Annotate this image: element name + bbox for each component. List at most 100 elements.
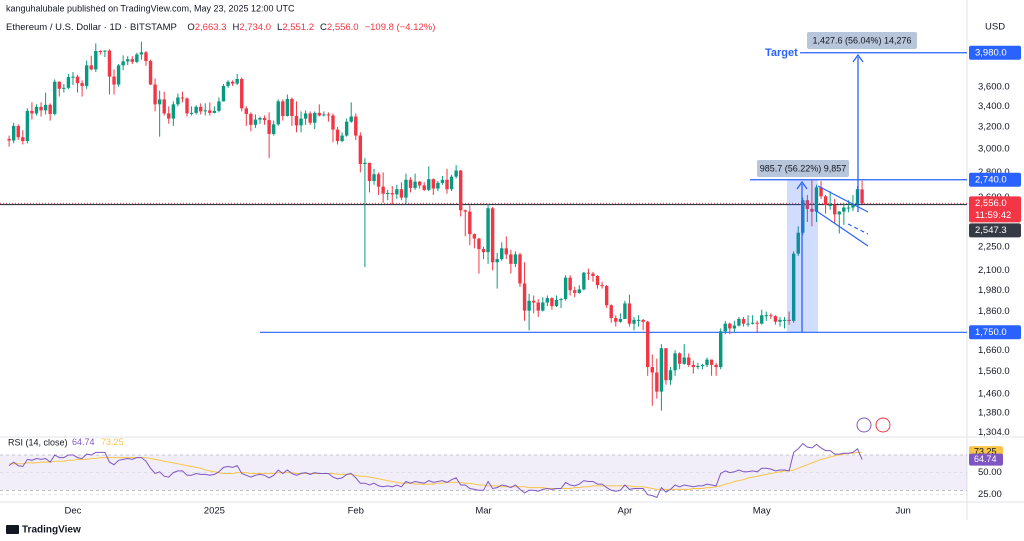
y-tick-label: 3,600.0 — [978, 81, 1010, 92]
price-label: 2,556.0 — [975, 198, 1007, 209]
candle-body — [819, 187, 823, 197]
candle-body — [504, 248, 509, 255]
candle-body — [641, 319, 645, 322]
candle-body — [57, 81, 61, 89]
candle-body — [531, 300, 536, 303]
candle-body — [399, 189, 404, 198]
candle-body — [609, 305, 613, 319]
ohlc-key: H — [232, 22, 239, 33]
candle-body — [381, 186, 385, 194]
footer: TradingView — [6, 525, 81, 536]
candle-body — [303, 113, 308, 119]
drawings: 985.7 (56.22%) 9,857 1,427.6 (56.04%) 14… — [757, 32, 917, 433]
candle-body — [600, 285, 604, 287]
y-tick-label: 1,460.0 — [978, 388, 1010, 399]
candle-body — [445, 179, 449, 190]
candle-body — [636, 319, 641, 321]
candle-body — [217, 101, 221, 111]
candle-body — [148, 60, 153, 85]
rsi-tick-label: 25.00 — [978, 489, 1002, 500]
candle-body — [440, 179, 445, 183]
candle-body — [573, 290, 577, 293]
measure-label: 985.7 (56.22%) 9,857 — [760, 163, 847, 173]
candle-body — [495, 259, 499, 263]
candle-body — [664, 348, 668, 381]
candle-body — [646, 321, 650, 368]
candle-body — [139, 52, 144, 55]
candle-body — [860, 189, 864, 204]
arrow-head — [796, 180, 808, 190]
candle-body — [833, 204, 837, 215]
candle-body — [404, 179, 408, 198]
candle-body — [112, 76, 116, 85]
candle-body — [513, 254, 518, 264]
candle-body — [121, 61, 125, 66]
candle-body — [805, 200, 810, 209]
flag-upper — [817, 185, 869, 213]
candle-body — [673, 353, 677, 371]
candle-body — [262, 118, 267, 121]
candle-body — [176, 97, 180, 105]
symbol: Ethereum / U.S. Dollar · 1D · BITSTAMP — [6, 22, 177, 33]
candle-body — [668, 370, 673, 381]
candle-body — [782, 319, 787, 321]
candle-body — [189, 112, 194, 114]
candle-body — [335, 129, 340, 142]
candle-body — [363, 162, 367, 164]
candle-body — [94, 51, 98, 70]
candle-body — [130, 59, 134, 62]
candle-body — [417, 181, 422, 186]
candle-body — [390, 193, 394, 195]
candle-body — [258, 118, 262, 120]
x-tick-label: Mar — [475, 506, 491, 517]
candle-body — [490, 208, 495, 263]
candle-body — [253, 119, 258, 125]
candle-body — [604, 286, 609, 306]
ohlc-value: 2,734.0 — [239, 22, 271, 33]
symbol-line: Ethereum / U.S. Dollar · 1D · BITSTAMP O… — [6, 22, 435, 33]
candle-body — [422, 185, 426, 190]
y-tick-label: 1,980.0 — [978, 285, 1010, 296]
candle-body — [21, 137, 25, 142]
y-tick-label: 3,200.0 — [978, 121, 1010, 132]
y-tick-label: 1,860.0 — [978, 306, 1010, 317]
rsi-value-box — [969, 453, 1003, 466]
x-tick-label: May — [753, 506, 771, 517]
candle-body — [468, 211, 472, 235]
candle-body — [194, 106, 198, 113]
candle-body — [198, 106, 203, 112]
candle-body — [267, 120, 271, 134]
candle-body — [34, 106, 39, 114]
candle-body — [700, 364, 705, 366]
event-icon[interactable] — [875, 417, 891, 433]
candle-body — [386, 193, 390, 195]
target-label: Target — [765, 47, 798, 59]
rsi-value: 64.74 — [72, 437, 95, 447]
event-icon[interactable] — [856, 417, 872, 433]
candle-body — [376, 174, 381, 187]
ohlc-value: 2,556.0 — [327, 22, 359, 33]
candle-body — [157, 99, 162, 105]
candle-body — [294, 115, 299, 126]
rsi-line — [8, 442, 863, 499]
candle-body — [322, 114, 326, 116]
candle-body — [431, 179, 436, 189]
candle-body — [527, 300, 531, 311]
candle-body — [705, 359, 709, 365]
candle-body — [43, 104, 48, 111]
candle-body — [367, 162, 372, 182]
measure-label: 1,427.6 (56.04%) 14,276 — [812, 35, 911, 45]
candle-body — [80, 83, 84, 86]
plot-layer — [0, 41, 967, 411]
candle-body — [846, 207, 851, 209]
candle-body — [618, 318, 623, 322]
candle-body — [787, 319, 791, 321]
candle-body — [244, 108, 249, 114]
candle-body — [718, 331, 723, 368]
candle-body — [30, 110, 34, 114]
candle-body — [436, 182, 440, 189]
price-label-box — [969, 223, 1021, 238]
candle-body — [659, 348, 664, 392]
candle-body — [344, 121, 349, 136]
candle-body — [317, 112, 321, 116]
